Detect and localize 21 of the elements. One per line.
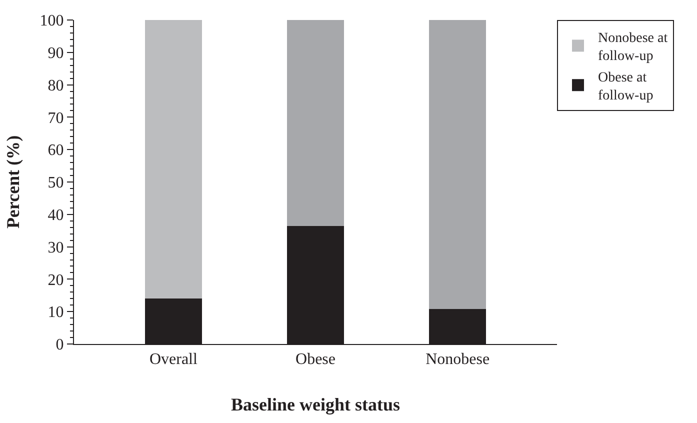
bar — [145, 20, 202, 298]
x-tick-label: Obese — [296, 351, 336, 368]
y-tick-label: 0 — [56, 336, 64, 354]
legend-label: Nonobese at follow-up — [598, 31, 668, 64]
y-tick-label: 50 — [48, 174, 64, 192]
y-tick-label: 90 — [48, 45, 64, 62]
x-tick-label: Nonobese — [426, 351, 490, 368]
bar — [287, 20, 344, 226]
y-tick-label: 70 — [48, 110, 64, 127]
legend-label: Obese at follow-up — [598, 70, 654, 104]
bar — [429, 20, 486, 310]
y-tick-label: 20 — [48, 272, 64, 289]
y-tick-label: 100 — [40, 12, 64, 30]
y-tick-label: 80 — [48, 77, 64, 94]
x-tick-label: Overall — [149, 351, 198, 368]
y-tick-label: 30 — [48, 239, 64, 256]
x-axis-title: Baseline weight status — [230, 394, 400, 414]
y-tick-label: 40 — [48, 207, 64, 224]
y-axis-title: Percent (%) — [3, 135, 23, 229]
y-tick-label: 60 — [48, 142, 64, 160]
y-tick-label: 10 — [48, 304, 64, 322]
